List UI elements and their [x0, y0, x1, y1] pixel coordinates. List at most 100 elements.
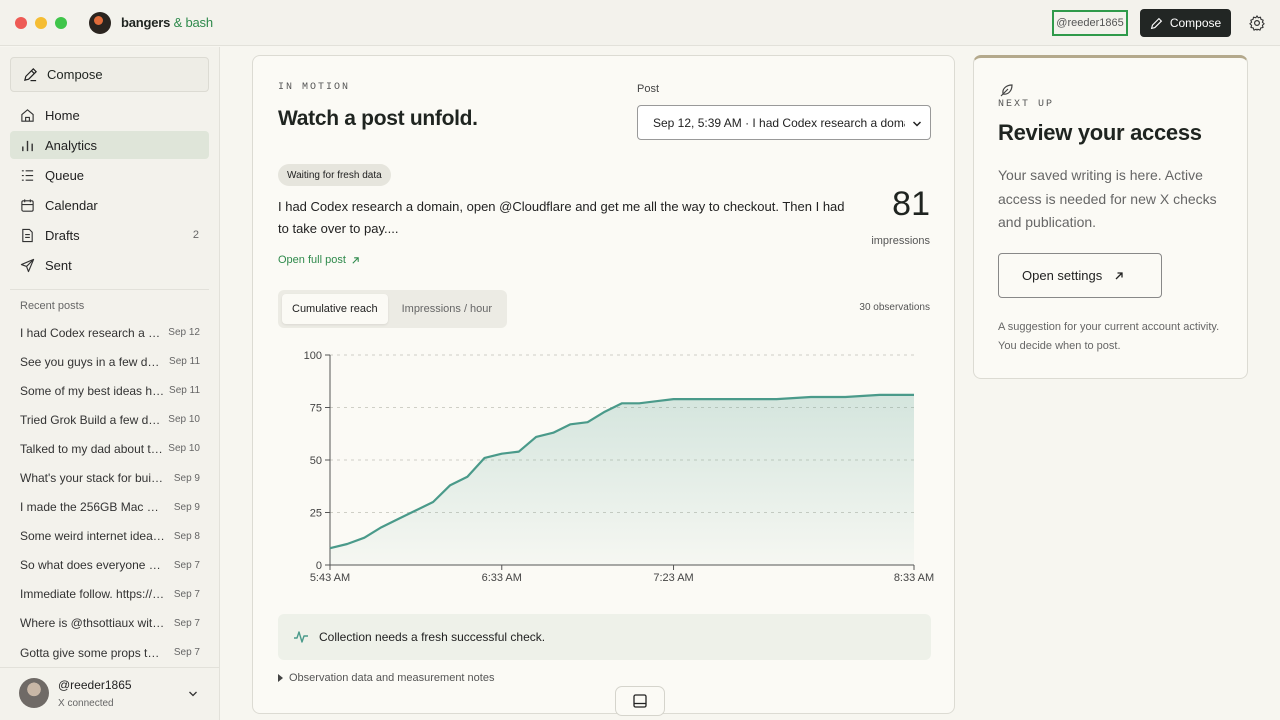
sidebar-item-label: Sent: [45, 257, 72, 273]
recent-post-date: Sep 7: [173, 588, 200, 600]
list-item[interactable]: What's your stack for buildin... Sep 9: [20, 463, 200, 492]
compose-button-label: Compose: [1169, 16, 1222, 30]
brand-amp: &: [173, 15, 183, 30]
y-tick-label: 25: [310, 508, 322, 520]
pencil-icon: [24, 68, 37, 82]
sidebar-item-sent[interactable]: Sent: [10, 251, 209, 279]
sidebar-item-calendar[interactable]: Calendar: [10, 191, 209, 219]
close-window-button[interactable]: [15, 17, 27, 29]
pencil-icon: [1150, 17, 1162, 29]
sidebar-item-home[interactable]: Home: [10, 101, 209, 129]
profile-name: @reeder1865: [58, 678, 132, 692]
sidebar-item-label: Home: [45, 107, 80, 123]
post-select[interactable]: Sep 12, 5:39 AM · I had Codex research a…: [637, 105, 931, 140]
chart-mode-tabs: Cumulative reach Impressions / hour: [278, 290, 507, 328]
profile-status: X connected: [58, 698, 114, 709]
list-item[interactable]: Talked to my dad about the ... Sep 10: [20, 434, 200, 463]
profile-switcher[interactable]: @reeder1865 X connected: [0, 667, 219, 720]
recent-post-text: Talked to my dad about the ...: [20, 441, 165, 456]
send-icon: [20, 258, 35, 272]
list-item[interactable]: I had Codex research a dom...Sep 12: [20, 318, 200, 347]
recent-post-date: Sep 11: [169, 385, 200, 397]
recent-post-date: Sep 7: [173, 617, 200, 629]
chevron-down-icon: [189, 691, 197, 697]
observation-details-toggle[interactable]: Observation data and measurement notes: [278, 672, 494, 684]
open-full-post-link[interactable]: Open full post: [278, 254, 360, 266]
recent-post-date: Sep 8: [173, 530, 200, 542]
next-up-kicker: NEXT UP: [998, 99, 1055, 110]
x-tick-label: 8:33 AM: [894, 572, 934, 584]
list-item[interactable]: Immediate follow. https://t.c... Sep 7: [20, 580, 200, 609]
compose-button[interactable]: Compose: [1140, 9, 1231, 37]
sidebar-divider: [10, 289, 209, 290]
sidebar-compose-label: Compose: [47, 67, 103, 82]
sidebar-item-drafts[interactable]: Drafts 2: [10, 221, 209, 249]
drafts-count-badge: 2: [192, 229, 199, 241]
recent-post-date: Sep 9: [173, 472, 200, 484]
tab-impressions-per-hour[interactable]: Impressions / hour: [401, 303, 493, 315]
panel-toggle-button[interactable]: [615, 686, 665, 716]
open-settings-label: Open settings: [1022, 268, 1103, 283]
reach-area: [330, 394, 914, 565]
list-item[interactable]: Some weird internet ideas ar... Sep 8: [20, 522, 200, 551]
bar-chart-icon: [22, 140, 33, 151]
collection-alert-text: Collection needs a fresh successful chec…: [319, 630, 546, 644]
list-item[interactable]: So what does everyone do ... Sep 7: [20, 551, 200, 580]
impressions-value: 81: [892, 185, 930, 223]
y-tick-label: 50: [310, 455, 322, 467]
list-icon: [21, 169, 34, 181]
recent-post-date: Sep 10: [168, 443, 200, 455]
recent-post-text: Some of my best ideas hap...: [20, 383, 165, 398]
post-select-label: Post: [637, 83, 660, 95]
recent-post-text: I had Codex research a dom...: [20, 325, 165, 340]
recent-post-date: Sep 11: [169, 356, 200, 368]
reach-chart: 0 25 50 75 100 5:43 AM 6:33 AM 7:23 AM 8:33 AM: [304, 350, 935, 584]
recent-post-text: What's your stack for buildin...: [20, 471, 165, 486]
list-item[interactable]: Gotta give some props to @... Sep 7: [20, 638, 200, 667]
list-item[interactable]: Some of my best ideas hap... Sep 11: [20, 376, 200, 405]
collection-alert: Collection needs a fresh successful chec…: [278, 614, 931, 660]
sidebar-item-analytics[interactable]: Analytics: [10, 131, 209, 159]
brand-name: bangers & bash: [121, 15, 213, 30]
recent-post-text: Where is @thsottiaux with t...: [20, 616, 165, 631]
recent-post-date: Sep 12: [168, 327, 200, 339]
tab-cumulative-reach[interactable]: Cumulative reach: [282, 294, 388, 324]
sidebar-compose-button[interactable]: Compose: [10, 57, 209, 92]
recent-post-text: Immediate follow. https://t.c...: [20, 587, 165, 602]
account-handle-button[interactable]: @reeder1865: [1052, 10, 1128, 36]
minimize-window-button[interactable]: [35, 17, 47, 29]
open-settings-button[interactable]: Open settings: [998, 253, 1162, 298]
reach-series-line: [329, 393, 914, 550]
recent-post-date: Sep 10: [168, 414, 200, 426]
calendar-icon: [21, 198, 34, 212]
recent-posts-heading: Recent posts: [20, 300, 85, 312]
sidebar-nav: Home Analytics Queue Calendar Drafts 2 S…: [10, 101, 209, 281]
arrow-up-right-icon: [352, 256, 359, 264]
list-item[interactable]: Where is @thsottiaux with t... Sep 7: [20, 609, 200, 638]
recent-post-text: Tried Grok Build a few days ...: [20, 412, 165, 427]
list-item[interactable]: See you guys in a few days. ... Sep 11: [20, 347, 200, 376]
page-title: Watch a post unfold.: [278, 107, 478, 130]
recent-post-text: See you guys in a few days. ...: [20, 354, 165, 369]
recent-post-date: Sep 7: [173, 647, 200, 659]
maximize-window-button[interactable]: [55, 17, 67, 29]
recent-post-text: Gotta give some props to @...: [20, 645, 165, 660]
list-item[interactable]: Tried Grok Build a few days ... Sep 10: [20, 405, 200, 434]
recent-post-text: I made the 256GB Mac mini ...: [20, 500, 165, 515]
activity-icon: [294, 631, 308, 643]
next-up-title: Review your access: [998, 120, 1202, 145]
home-icon: [21, 108, 34, 122]
recent-post-date: Sep 9: [173, 501, 200, 513]
sidebar-item-label: Calendar: [45, 197, 98, 213]
chevron-down-icon: [912, 121, 922, 127]
status-badge: Waiting for fresh data: [278, 164, 391, 186]
sidebar-item-queue[interactable]: Queue: [10, 161, 209, 189]
y-tick-label: 0: [316, 560, 322, 572]
recent-post-text: So what does everyone do ...: [20, 558, 165, 573]
gear-icon[interactable]: [1248, 14, 1266, 32]
list-item[interactable]: I made the 256GB Mac mini ... Sep 9: [20, 493, 200, 522]
brand-main: bangers: [121, 15, 171, 30]
post-analytics-card: IN MOTION Watch a post unfold. Post Sep …: [252, 55, 955, 714]
title-bar: bangers & bash @reeder1865 Compose: [0, 0, 1280, 46]
